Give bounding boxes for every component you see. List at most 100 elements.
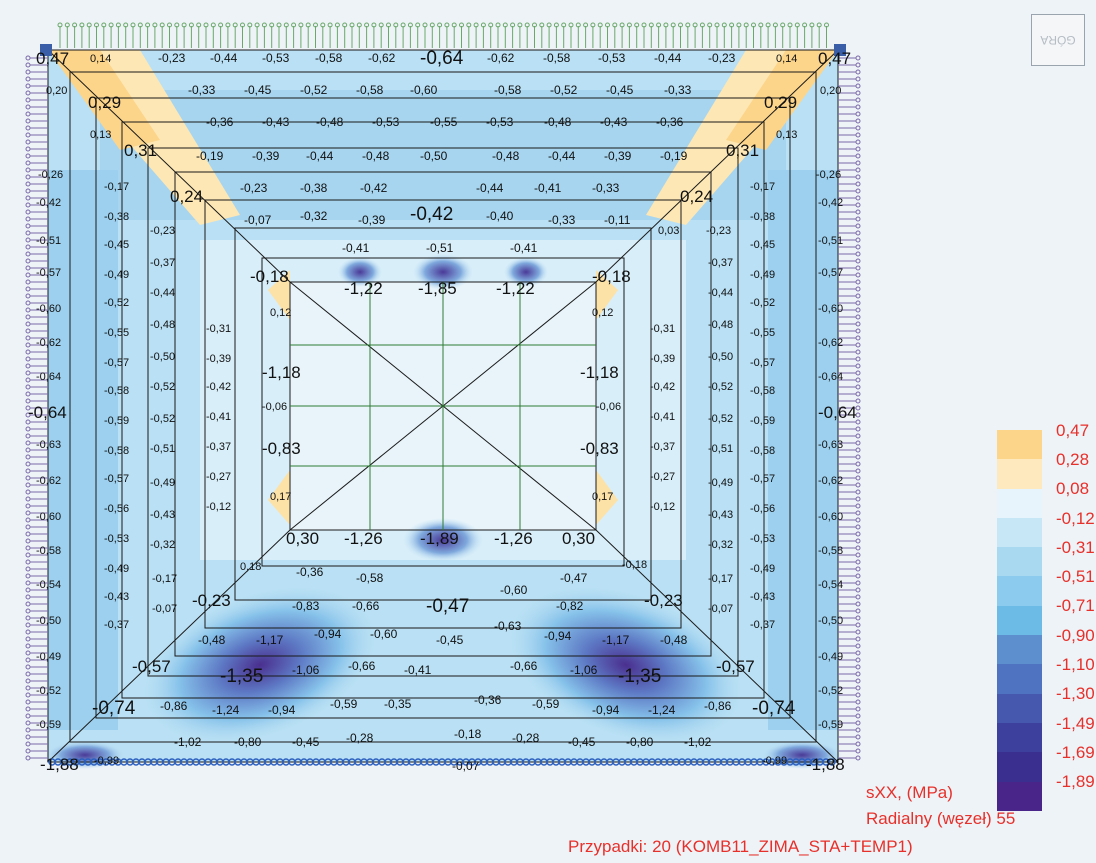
support-node xyxy=(437,22,443,28)
support-node xyxy=(855,678,861,684)
stress-value: -0,42 xyxy=(360,181,388,195)
stress-value: -0,47 xyxy=(426,596,469,617)
stress-value: -0,27 xyxy=(206,471,231,483)
stress-value: -1,18 xyxy=(580,363,619,382)
stress-value: -0,43 xyxy=(104,591,129,603)
stress-value: -0,42 xyxy=(206,381,231,393)
stress-value: 0,47 xyxy=(36,49,69,68)
legend-row: -1,30 xyxy=(997,684,1095,723)
inner-green-grid xyxy=(290,282,596,530)
support-node xyxy=(25,440,31,446)
support-node xyxy=(619,22,625,28)
stress-value: 0,12 xyxy=(270,307,291,319)
stress-value: -0,36 xyxy=(206,115,234,129)
support-node xyxy=(855,664,861,670)
stress-value: -0,18 xyxy=(454,727,482,741)
support-node xyxy=(313,22,318,28)
support-node xyxy=(25,601,31,607)
support-node xyxy=(152,22,158,28)
support-node xyxy=(855,258,861,264)
stress-value: -0,55 xyxy=(104,327,129,339)
support-node xyxy=(25,587,31,593)
stress-value: -0,52 xyxy=(36,685,61,697)
support-node xyxy=(25,286,31,292)
support-node xyxy=(25,468,31,474)
stress-value: -0,53 xyxy=(104,533,129,545)
stress-value: -0,43 xyxy=(750,591,775,603)
support-node xyxy=(25,125,31,131)
color-legend: 0,47 0,28 0,08 -0,12 -0,31 -0,51 -0,71 -0,90 -1,… xyxy=(997,421,1095,811)
support-node xyxy=(25,559,31,565)
stress-value: -0,39 xyxy=(604,149,632,163)
stress-value: -0,59 xyxy=(818,719,843,731)
support-node xyxy=(291,22,297,28)
support-node xyxy=(240,22,245,28)
support-node xyxy=(25,629,31,635)
support-node xyxy=(25,342,31,348)
stress-value: -0,37 xyxy=(750,619,775,631)
support-node xyxy=(855,727,861,733)
support-node xyxy=(232,22,238,28)
stress-value: 0,14 xyxy=(90,53,111,65)
support-node xyxy=(729,22,735,28)
support-node xyxy=(25,699,31,705)
support-node xyxy=(809,22,815,28)
support-node xyxy=(145,22,151,28)
support-node xyxy=(707,22,713,28)
stress-value: -0,18 xyxy=(592,267,631,286)
stress-value: -0,43 xyxy=(262,115,290,129)
stress-value: -0,50 xyxy=(36,615,61,627)
view-cube-button[interactable]: GÓRA xyxy=(1031,14,1085,66)
stress-value: 0,17 xyxy=(270,491,291,503)
stress-value: -1,85 xyxy=(418,279,457,298)
bottom-support-symbols xyxy=(48,758,836,766)
support-node xyxy=(855,650,861,656)
stress-value: -0,39 xyxy=(252,149,280,163)
stress-value: -0,28 xyxy=(346,731,374,745)
legend-label: 0,08 xyxy=(1056,479,1090,499)
stress-value: -0,50 xyxy=(150,351,175,363)
support-node xyxy=(218,22,224,28)
stress-value: -0,37 xyxy=(708,257,733,269)
support-node xyxy=(855,482,861,488)
stress-value: -0,48 xyxy=(150,319,175,331)
stress-value: -0,07 xyxy=(708,603,733,615)
view-cube-label: GÓRA xyxy=(1040,33,1076,47)
stress-value: -0,58 xyxy=(356,571,384,585)
support-node xyxy=(855,181,861,187)
stress-value: -0,48 xyxy=(708,319,733,331)
stress-value: -0,45 xyxy=(606,83,634,97)
stress-value: -0,49 xyxy=(818,651,843,663)
stress-value: -0,38 xyxy=(300,181,328,195)
stress-value: -0,43 xyxy=(600,115,628,129)
support-node xyxy=(816,22,822,28)
stress-value: -0,47 xyxy=(560,571,588,585)
stress-value: -1,22 xyxy=(344,279,383,298)
stress-value: -0,49 xyxy=(36,651,61,663)
stress-value: -1,89 xyxy=(420,529,459,548)
support-node xyxy=(855,342,861,348)
legend-swatch xyxy=(997,693,1042,723)
stress-value: -0,55 xyxy=(750,327,775,339)
support-node xyxy=(480,22,486,28)
stress-value: -0,45 xyxy=(750,239,775,251)
support-node xyxy=(855,510,861,516)
support-node xyxy=(855,83,861,89)
stress-value: 0,14 xyxy=(776,53,797,65)
stress-value: -1,24 xyxy=(212,703,240,717)
stress-value: -0,60 xyxy=(818,511,843,523)
legend-swatch xyxy=(997,517,1042,548)
support-node xyxy=(415,22,421,28)
support-node xyxy=(25,706,31,712)
stress-value: -0,07 xyxy=(244,213,272,227)
support-node xyxy=(25,713,31,719)
support-node xyxy=(855,713,861,719)
support-node xyxy=(25,482,31,488)
load-case: Przypadki: 20 (KOMB11_ZIMA_STA+TEMP1) xyxy=(568,837,913,856)
support-node xyxy=(320,22,326,28)
stress-value: -0,64 xyxy=(818,371,843,383)
stress-value: -0,54 xyxy=(36,579,61,591)
stress-value: -0,48 xyxy=(198,633,226,647)
